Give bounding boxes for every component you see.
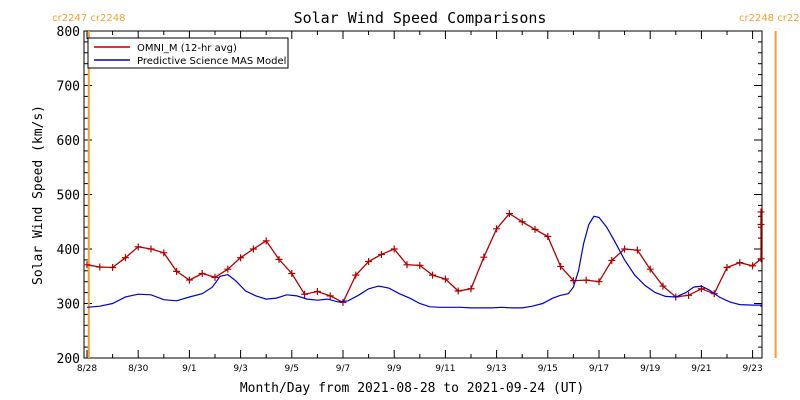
omni-data-point bbox=[198, 270, 206, 278]
omni-data-point bbox=[757, 255, 765, 263]
y-tick-label: 200 bbox=[57, 352, 80, 367]
x-tick-label: 9/9 bbox=[387, 364, 402, 374]
x-tick-label: 9/19 bbox=[640, 364, 660, 374]
omni-data-point bbox=[646, 265, 654, 273]
y-axis-label: Solar Wind Speed (km/s) bbox=[31, 105, 46, 285]
plot-frame bbox=[83, 30, 763, 359]
omni-data-point bbox=[237, 254, 245, 262]
omni-data-point bbox=[121, 254, 129, 262]
omni-data-point bbox=[365, 258, 373, 266]
omni-data-point bbox=[480, 253, 488, 261]
omni-data-point bbox=[288, 270, 296, 278]
y-tick-label: 700 bbox=[57, 80, 80, 95]
x-tick-label: 9/15 bbox=[538, 364, 558, 374]
x-tick-label: 9/11 bbox=[435, 364, 455, 374]
x-tick-label: 8/28 bbox=[77, 364, 97, 374]
omni-data-point bbox=[185, 276, 193, 284]
carrington-lines bbox=[87, 31, 777, 358]
carrington-labels: cr2247 cr2248 cr2248 cr2249 bbox=[52, 13, 800, 24]
carrington-label: cr2247 cr2248 bbox=[52, 13, 125, 24]
omni-data-point bbox=[749, 262, 757, 270]
omni-data-point bbox=[83, 261, 91, 269]
omni-data-point bbox=[544, 232, 552, 240]
omni-data-point bbox=[557, 262, 565, 270]
omni-series-line bbox=[86, 211, 762, 304]
omni-data-point bbox=[467, 285, 475, 293]
omni-data-point bbox=[326, 292, 334, 300]
x-tick-label: 8/30 bbox=[128, 364, 148, 374]
series-layer bbox=[83, 208, 765, 309]
omni-data-point bbox=[403, 261, 411, 269]
omni-data-point bbox=[147, 245, 155, 253]
x-tick-label: 9/21 bbox=[691, 364, 711, 374]
omni-data-point bbox=[262, 237, 270, 245]
omni-data-point bbox=[109, 264, 117, 272]
x-tick-label: 9/17 bbox=[589, 364, 609, 374]
x-tick-label: 9/3 bbox=[233, 364, 247, 374]
omni-data-point bbox=[493, 225, 501, 233]
omni-data-point bbox=[621, 245, 629, 253]
omni-data-point bbox=[582, 276, 590, 284]
y-tick-label: 800 bbox=[57, 25, 80, 40]
omni-data-point bbox=[416, 261, 424, 269]
omni-data-point bbox=[96, 263, 104, 271]
omni-data-point bbox=[659, 282, 667, 290]
legend: OMNI_M (12-hr avg) Predictive Science MA… bbox=[87, 37, 289, 69]
x-axis-ticks: 8/28 8/30 9/1 9/3 9/5 9/7 9/9 9/11 9/13 9/15 9/17 9… bbox=[77, 31, 763, 374]
omni-data-point bbox=[441, 275, 449, 283]
chart-title: Solar Wind Speed Comparisons bbox=[294, 9, 547, 27]
omni-data-point bbox=[339, 298, 347, 306]
omni-data-point bbox=[531, 225, 539, 233]
y-tick-label: 600 bbox=[57, 134, 80, 149]
omni-data-point bbox=[633, 246, 641, 254]
x-tick-label: 9/1 bbox=[182, 364, 196, 374]
omni-data-point bbox=[518, 218, 526, 226]
omni-data-point bbox=[723, 264, 731, 272]
omni-data-point bbox=[249, 245, 257, 253]
omni-data-point bbox=[173, 267, 181, 275]
x-tick-label: 9/5 bbox=[285, 364, 299, 374]
omni-data-point bbox=[301, 290, 309, 298]
omni-data-point bbox=[224, 265, 232, 273]
omni-data-point bbox=[377, 250, 385, 258]
omni-data-point bbox=[608, 256, 616, 264]
omni-data-point bbox=[454, 287, 462, 295]
omni-data-point bbox=[275, 255, 283, 263]
omni-data-point bbox=[160, 249, 168, 257]
model-series-line bbox=[86, 215, 762, 309]
omni-data-point bbox=[595, 278, 603, 286]
x-tick-label: 9/13 bbox=[486, 364, 506, 374]
omni-data-point bbox=[429, 271, 437, 279]
omni-data-point bbox=[352, 271, 360, 279]
omni-data-point bbox=[736, 259, 744, 267]
omni-data-point bbox=[685, 291, 693, 299]
omni-data-point bbox=[757, 208, 765, 216]
y-tick-label: 400 bbox=[57, 243, 80, 258]
x-axis-label: Month/Day from 2021-08-28 to 2021-09-24 … bbox=[240, 381, 584, 396]
x-tick-label: 9/7 bbox=[336, 364, 350, 374]
legend-label-model: Predictive Science MAS Model bbox=[137, 56, 286, 67]
carrington-label: cr2248 cr2249 bbox=[739, 13, 800, 24]
legend-box bbox=[87, 37, 289, 69]
omni-data-point bbox=[313, 288, 321, 296]
omni-data-point bbox=[390, 245, 398, 253]
omni-data-point bbox=[505, 210, 513, 218]
y-tick-label: 300 bbox=[57, 298, 80, 313]
legend-label-omni: OMNI_M (12-hr avg) bbox=[137, 43, 237, 54]
y-axis-ticks: 200 300 400 500 600 700 800 bbox=[57, 25, 762, 367]
omni-data-point bbox=[757, 220, 765, 228]
omni-data-point bbox=[211, 273, 219, 281]
omni-data-point bbox=[134, 243, 142, 251]
y-tick-label: 500 bbox=[57, 189, 80, 204]
x-tick-label: 9/23 bbox=[742, 364, 762, 374]
